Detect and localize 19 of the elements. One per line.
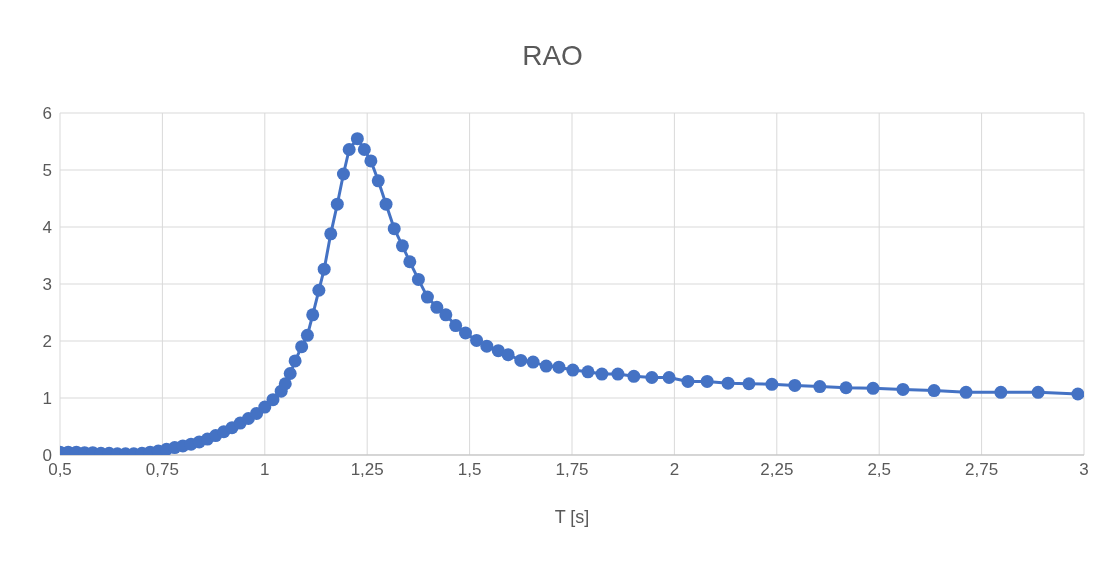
x-tick-label: 0,75 xyxy=(145,460,179,480)
y-tick-label: 1 xyxy=(42,389,52,409)
x-tick-label: 2,25 xyxy=(760,460,794,480)
y-tick-label: 4 xyxy=(42,218,52,238)
x-tick-label: 2,75 xyxy=(965,460,999,480)
x-tick-label: 2 xyxy=(669,460,680,480)
x-axis-title: T [s] xyxy=(554,506,590,527)
y-tick-label: 6 xyxy=(42,104,52,124)
y-tick-label: 5 xyxy=(42,161,52,181)
chart-title: RAO xyxy=(521,40,584,72)
x-tick-label: 3 xyxy=(1079,460,1089,480)
x-tick-label: 0,5 xyxy=(48,460,72,480)
x-tick-label: 2,5 xyxy=(867,460,892,480)
y-tick-label: 2 xyxy=(42,332,52,352)
x-tick-label: 1,75 xyxy=(555,460,589,480)
x-tick-label: 1 xyxy=(260,460,270,480)
x-tick-label: 1,5 xyxy=(457,460,482,480)
y-tick-label: 3 xyxy=(42,275,52,295)
x-tick-label: 1,25 xyxy=(350,460,384,480)
